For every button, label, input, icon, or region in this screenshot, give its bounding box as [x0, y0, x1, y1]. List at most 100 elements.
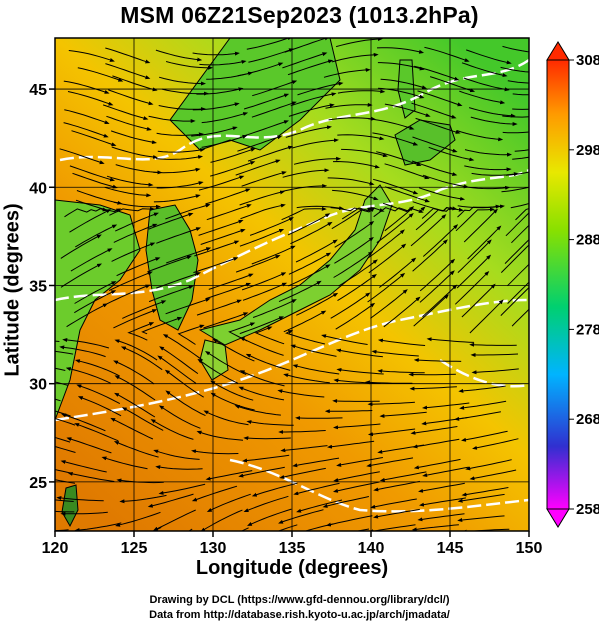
streamline — [55, 510, 75, 513]
streamline — [147, 493, 194, 508]
credit-data: Data from http://database.rish.kyoto-u.a… — [149, 609, 450, 621]
streamline — [197, 358, 239, 384]
streamline — [368, 243, 407, 274]
streamline — [500, 286, 529, 316]
streamline — [68, 50, 115, 62]
streamline — [335, 38, 383, 48]
streamline — [158, 105, 206, 112]
streamline — [335, 348, 383, 358]
streamline — [376, 151, 422, 167]
streamline — [76, 384, 121, 405]
streamline — [239, 228, 285, 247]
streamline — [379, 411, 427, 418]
streamline — [249, 217, 294, 236]
streamline — [328, 116, 376, 121]
streamline — [55, 436, 71, 443]
streamline — [283, 310, 327, 333]
streamline — [113, 360, 155, 385]
streamline — [108, 271, 153, 291]
streamline — [465, 459, 512, 471]
streamline — [115, 511, 161, 527]
streamline — [66, 303, 108, 328]
streamline — [252, 299, 297, 318]
map-title: MSM 06Z21Sep2023 (1013.2hPa) — [120, 2, 479, 28]
streamline — [338, 259, 378, 287]
streamline — [455, 207, 495, 232]
streamline — [413, 358, 462, 363]
streamline — [239, 370, 285, 387]
colorbar-label-278: 278 — [576, 321, 599, 338]
streamline — [470, 116, 518, 126]
streamline — [287, 213, 331, 236]
streamline — [384, 163, 430, 180]
streamline — [422, 224, 459, 257]
streamline — [282, 52, 328, 69]
streamline — [67, 91, 114, 106]
streamline — [293, 482, 340, 496]
streamline — [192, 51, 240, 56]
streamline — [177, 324, 205, 345]
streamline — [127, 322, 155, 341]
streamline — [296, 499, 343, 513]
land-taiwan — [61, 484, 79, 528]
streamline — [66, 437, 112, 454]
streamline — [500, 66, 529, 73]
streamline — [463, 208, 498, 243]
streamline — [324, 409, 373, 414]
streamline — [367, 428, 416, 437]
streamline — [247, 145, 294, 162]
streamline — [412, 438, 460, 449]
streamline — [188, 528, 193, 531]
streamline — [472, 438, 519, 450]
streamline — [55, 417, 76, 426]
streamline — [155, 465, 203, 470]
streamline — [457, 493, 505, 503]
streamline — [502, 45, 529, 53]
streamline — [155, 155, 204, 160]
streamline — [158, 483, 206, 495]
streamline — [282, 168, 330, 178]
streamline — [422, 174, 469, 189]
streamline — [469, 342, 517, 347]
streamline — [155, 49, 203, 62]
streamline — [191, 126, 238, 137]
streamline — [74, 359, 120, 377]
streamline — [456, 130, 504, 142]
streamline — [376, 212, 414, 244]
streamline — [507, 263, 529, 287]
streamline — [287, 59, 334, 76]
streamline — [191, 485, 238, 502]
streamline — [288, 252, 332, 275]
streamline — [239, 316, 285, 335]
streamline — [507, 281, 529, 304]
streamline — [63, 80, 110, 94]
streamline — [156, 132, 204, 137]
streamline — [122, 300, 167, 319]
streamline — [296, 292, 339, 316]
gridlines — [55, 38, 529, 531]
streamline — [153, 194, 201, 203]
streamline — [238, 466, 285, 478]
x-tick-label-150: 150 — [516, 540, 543, 557]
streamline — [331, 52, 379, 63]
streamline — [235, 255, 281, 273]
streamline — [245, 353, 291, 371]
streamline — [206, 204, 252, 221]
streamline — [111, 146, 158, 159]
streamline — [410, 214, 447, 247]
streamline — [372, 132, 419, 146]
streamline — [288, 264, 331, 287]
streamline — [206, 493, 251, 512]
streamline — [422, 402, 470, 410]
streamline — [377, 338, 426, 346]
streamline — [463, 77, 510, 92]
colorbar-label-268: 268 — [576, 411, 599, 428]
x-tick-label-120: 120 — [42, 540, 69, 557]
streamline — [290, 344, 337, 357]
streamline — [111, 242, 156, 262]
streamline — [336, 367, 384, 375]
streamline — [411, 524, 459, 531]
streamline — [500, 244, 529, 273]
streamline — [192, 102, 240, 111]
streamline — [102, 104, 149, 120]
